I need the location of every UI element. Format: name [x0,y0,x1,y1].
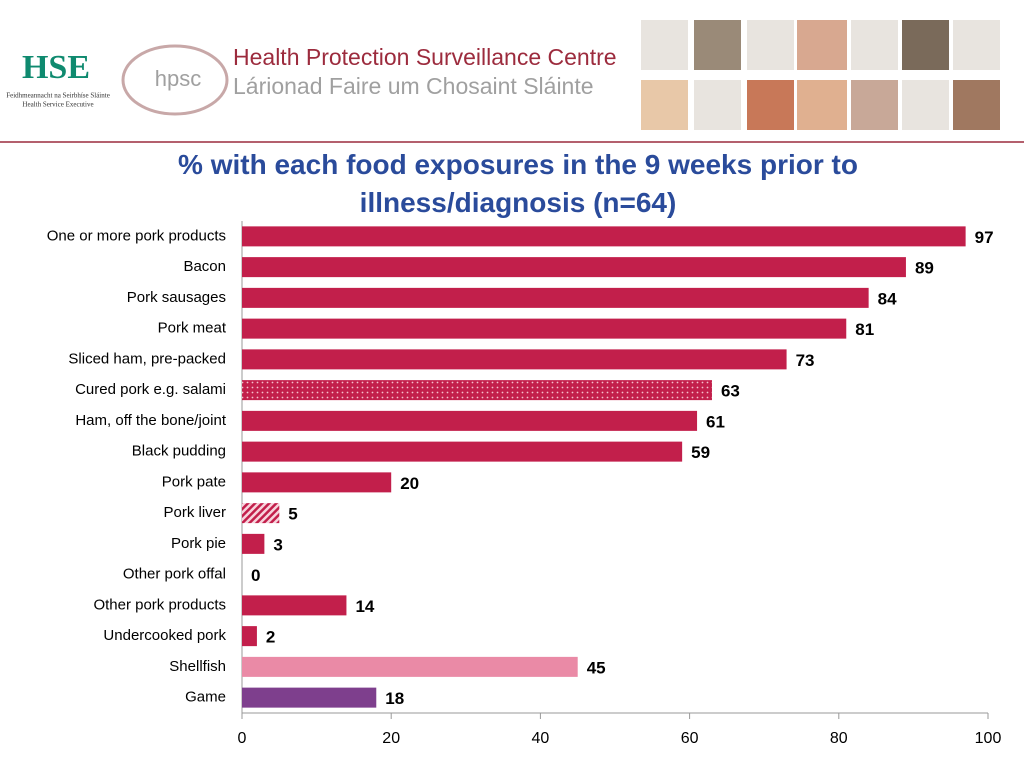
y-tick-label: Pork pate [162,473,226,490]
bar [242,257,906,278]
hpsc-ring [121,44,229,116]
y-tick-label: Shellfish [169,658,226,675]
centre-name-irish: Lárionad Faire um Chosaint Sláinte [233,73,594,99]
value-label: 81 [855,320,874,339]
x-tick-label: 20 [382,730,400,747]
bar [242,533,265,554]
bar [242,226,966,247]
chart-title: % with each food exposures in the 9 week… [178,149,858,218]
bar [242,656,578,677]
bar [242,410,698,431]
value-label: 97 [975,228,994,247]
photo-strip [641,20,1000,130]
x-tick-label: 60 [681,730,699,747]
y-tick-label: Pork meat [158,320,227,337]
hse-irish: Feidhmeannacht na Seirbhíse Sláinte [6,92,110,100]
y-tick-label: Game [185,689,226,706]
y-tick-label: Pork pie [171,535,226,552]
bar [242,441,683,462]
header: HSE Feidhmeannacht na Seirbhíse Sláinte … [0,20,1024,143]
y-tick-label: Ham, off the bone/joint [75,412,226,429]
x-tick-label: 0 [238,730,247,747]
value-label: 73 [796,351,815,370]
y-tick-label: Sliced ham, pre-packed [68,350,226,367]
bar [242,287,869,308]
y-tick-label: Bacon [183,258,226,275]
value-label: 14 [355,597,374,616]
value-label: 59 [691,443,710,462]
value-label: 3 [273,535,282,554]
value-label: 5 [288,505,297,524]
value-label: 84 [878,289,897,308]
y-tick-label: Other pork products [93,596,226,613]
bar [242,318,847,339]
bar [242,687,377,708]
bar [242,503,280,524]
bar [242,472,392,493]
centre-name: Health Protection Surveillance Centre [233,44,617,70]
value-label: 45 [587,658,606,677]
y-tick-label: Black pudding [132,443,226,460]
value-label: 89 [915,259,934,278]
x-tick-label: 80 [830,730,848,747]
bar [242,349,787,370]
bar [242,595,347,616]
value-label: 63 [721,382,740,401]
value-label: 0 [251,566,260,585]
value-label: 61 [706,412,725,431]
value-label: 2 [266,628,275,647]
y-tick-label: Pork sausages [127,289,226,306]
x-tick-label: 40 [532,730,550,747]
y-tick-label: Undercooked pork [103,627,226,644]
y-tick-label: Other pork offal [123,566,226,583]
bar [242,380,712,401]
value-label: 18 [385,689,404,708]
x-tick-label: 100 [975,730,1002,747]
hse-english: Health Service Executive [22,101,93,109]
bar [242,626,257,647]
hpsc-logo: hpsc [155,66,201,91]
hse-logo: HSE [22,49,90,86]
y-tick-label: One or more pork products [47,227,226,244]
y-tick-label: Cured pork e.g. salami [75,381,226,398]
y-tick-label: Pork liver [163,504,226,521]
value-label: 20 [400,474,419,493]
